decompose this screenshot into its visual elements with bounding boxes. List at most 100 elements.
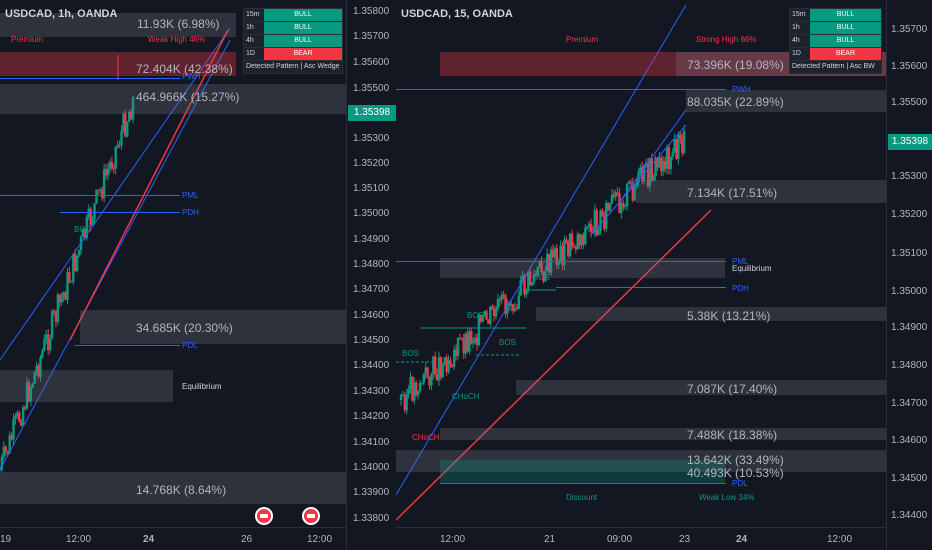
- candle-body: [472, 341, 475, 344]
- volume-label: 464.966K (15.27%): [136, 90, 240, 104]
- candle-body: [0, 469, 2, 471]
- candle-body: [557, 259, 560, 265]
- volume-label: 88.035K (22.89%): [687, 95, 784, 109]
- left-chart-pane[interactable]: USDCAD, 1h, OANDA Premium Weak High 46% …: [0, 0, 346, 550]
- candle-body: [572, 246, 576, 248]
- time-label: 12:00: [827, 534, 853, 545]
- candle-body: [510, 304, 513, 306]
- candle-body: [511, 304, 515, 311]
- canada-flag-icon[interactable]: [255, 507, 273, 525]
- time-label: 23: [679, 534, 691, 545]
- time-label: 12:00: [307, 534, 333, 545]
- right-chart-pane[interactable]: USDCAD, 15, OANDA Premium Strong High 66…: [396, 0, 886, 550]
- price-label: 1.34300: [353, 386, 390, 397]
- candle-body: [681, 138, 684, 154]
- volume-label: 11.93K (6.98%): [137, 17, 220, 31]
- volume-zone-3: [0, 472, 346, 504]
- candle-body: [434, 356, 437, 375]
- price-label: 1.34500: [353, 335, 390, 346]
- candle-body: [129, 111, 133, 120]
- candle-body: [521, 275, 524, 281]
- candle-body: [116, 144, 119, 147]
- candle-body: [677, 134, 680, 159]
- candle-body: [74, 253, 77, 271]
- time-label: 24: [736, 534, 748, 545]
- trend-row: 1D BEAR: [790, 48, 881, 61]
- candle-body: [654, 157, 657, 177]
- pdl-label: PDL: [182, 341, 198, 350]
- price-label: 1.34800: [353, 259, 390, 270]
- candle-body: [603, 215, 606, 229]
- candle-body: [87, 208, 90, 218]
- canada-flag-icon[interactable]: [302, 507, 320, 525]
- candle-body: [122, 113, 125, 131]
- candle-body: [416, 391, 420, 396]
- volume-label: 7.134K (17.51%): [687, 186, 778, 200]
- pdl-line: [75, 345, 180, 346]
- candle-body: [418, 382, 422, 392]
- pwh-label: PWH: [732, 85, 751, 94]
- candle-body: [517, 295, 520, 310]
- candle-body: [56, 294, 60, 322]
- candle-body: [625, 183, 629, 206]
- pml-label: PML: [182, 191, 199, 200]
- candle-body: [422, 373, 425, 383]
- right-time-axis[interactable]: 12:00 21 09:00 23 24 12:00: [396, 527, 886, 550]
- candle-body: [644, 162, 648, 166]
- candle-body: [614, 192, 617, 198]
- price-label: 1.34400: [353, 360, 390, 371]
- volume-label: 5.38K (13.21%): [687, 309, 771, 323]
- candle-body: [559, 245, 562, 260]
- discount-zone: [440, 460, 725, 484]
- price-label: 1.34700: [353, 284, 390, 295]
- candle-body: [561, 245, 564, 265]
- candle-body: [33, 372, 36, 384]
- candle-body: [608, 203, 612, 211]
- time-label: 12:00: [66, 534, 92, 545]
- left-chart-drawing: [0, 27, 231, 473]
- candle-body: [601, 210, 604, 216]
- candle-body: [120, 130, 123, 146]
- candle-body: [662, 160, 665, 172]
- candle-body: [660, 157, 663, 172]
- left-time-axis[interactable]: 19 12:00 24 26 12:00: [0, 527, 346, 550]
- volume-label: 14.768K (8.64%): [136, 483, 227, 497]
- volume-label: 34.685K (20.30%): [136, 321, 233, 335]
- candle-body: [639, 167, 642, 172]
- candle-body: [656, 157, 659, 168]
- trend-line: [590, 124, 687, 236]
- candle-body: [458, 337, 462, 339]
- trend-row: 4h BULL: [244, 35, 342, 48]
- candle-body: [506, 303, 509, 314]
- candle-body: [439, 357, 443, 378]
- candle-body: [99, 189, 102, 191]
- right-price-axis[interactable]: 1.35700 1.35600 1.35500 1.35398 1.35300 …: [886, 0, 932, 550]
- candle-body: [114, 146, 117, 169]
- weak-low-label: Weak Low 34%: [699, 493, 755, 502]
- candle-body: [81, 228, 85, 237]
- candle-body: [593, 209, 596, 233]
- price-label: 1.35700: [353, 31, 390, 42]
- trend-line: [69, 29, 229, 341]
- candle-body: [456, 337, 460, 356]
- candle-body: [477, 315, 481, 345]
- right-chart-title: USDCAD, 15, OANDA: [401, 8, 513, 20]
- candle-body: [612, 194, 615, 198]
- candle-body: [605, 203, 608, 229]
- candle-body: [126, 121, 129, 137]
- candle-body: [665, 147, 669, 169]
- candle-body: [58, 294, 61, 303]
- center-price-axis[interactable]: 1.35800 1.35700 1.35600 1.35500 1.35398 …: [346, 0, 397, 550]
- candle-body: [565, 239, 568, 243]
- candle-body: [70, 281, 73, 283]
- weak-high-label: Weak High 46%: [148, 35, 206, 44]
- candle-body: [91, 219, 94, 226]
- volume-label: 40.493K (10.53%): [687, 466, 784, 480]
- current-price-tag: 1.35398: [888, 134, 932, 150]
- candle-body: [551, 249, 555, 258]
- candle-body: [652, 176, 655, 181]
- candle-body: [48, 338, 52, 351]
- candle-body: [21, 407, 25, 426]
- pwh-line: [0, 78, 180, 79]
- candle-body: [538, 261, 541, 267]
